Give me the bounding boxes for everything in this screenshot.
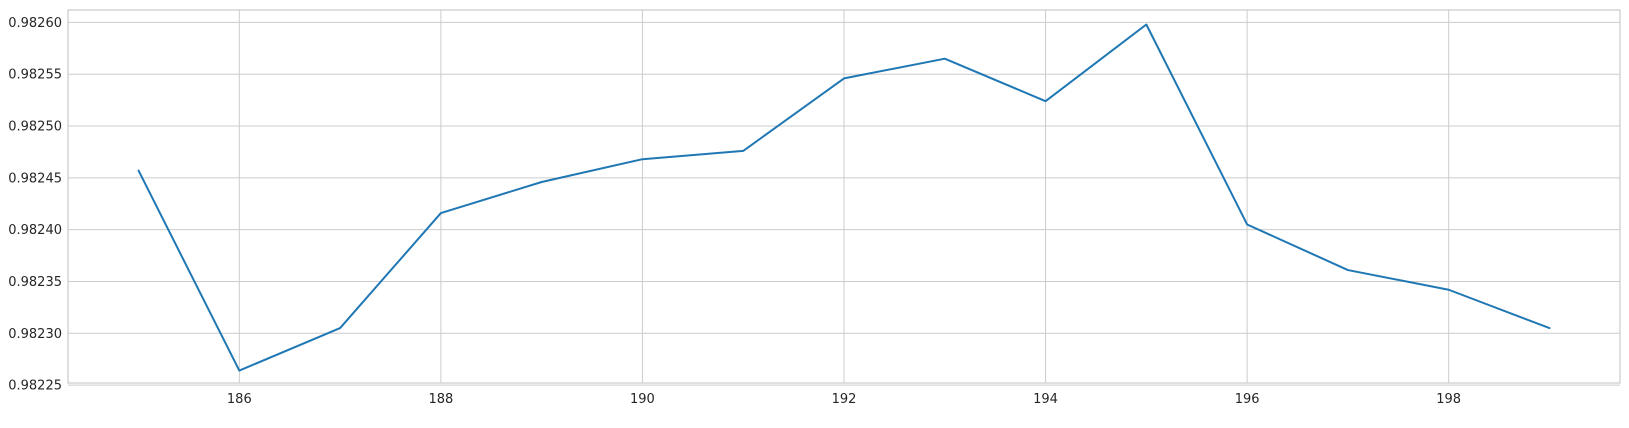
y-tick-label: 0.98230 [8,327,62,342]
grid-lines [68,10,1620,386]
y-tick-label: 0.98245 [8,171,62,186]
x-tick-label: 192 [832,392,857,407]
series-line [137,23,1551,372]
x-axis-tick-labels: 186 188 190 192 194 196 198 [227,392,1461,407]
y-tick-label: 0.98235 [8,275,62,290]
x-tick-label: 198 [1436,392,1461,407]
series-layer [137,23,1551,372]
x-tick-label: 194 [1033,392,1058,407]
y-axis-tick-labels: 0.98225 0.98230 0.98235 0.98240 0.98245 0.982… [8,16,62,394]
y-tick-label: 0.98255 [8,68,62,83]
y-tick-label: 0.98240 [8,223,62,238]
x-tick-label: 188 [428,392,453,407]
y-tick-label: 0.98260 [8,16,62,31]
y-tick-label: 0.98225 [8,379,62,394]
plot-area-frame [67,9,1621,384]
y-tick-label: 0.98250 [8,120,62,135]
x-tick-label: 186 [227,392,252,407]
x-tick-label: 190 [630,392,655,407]
x-tick-label: 196 [1235,392,1260,407]
